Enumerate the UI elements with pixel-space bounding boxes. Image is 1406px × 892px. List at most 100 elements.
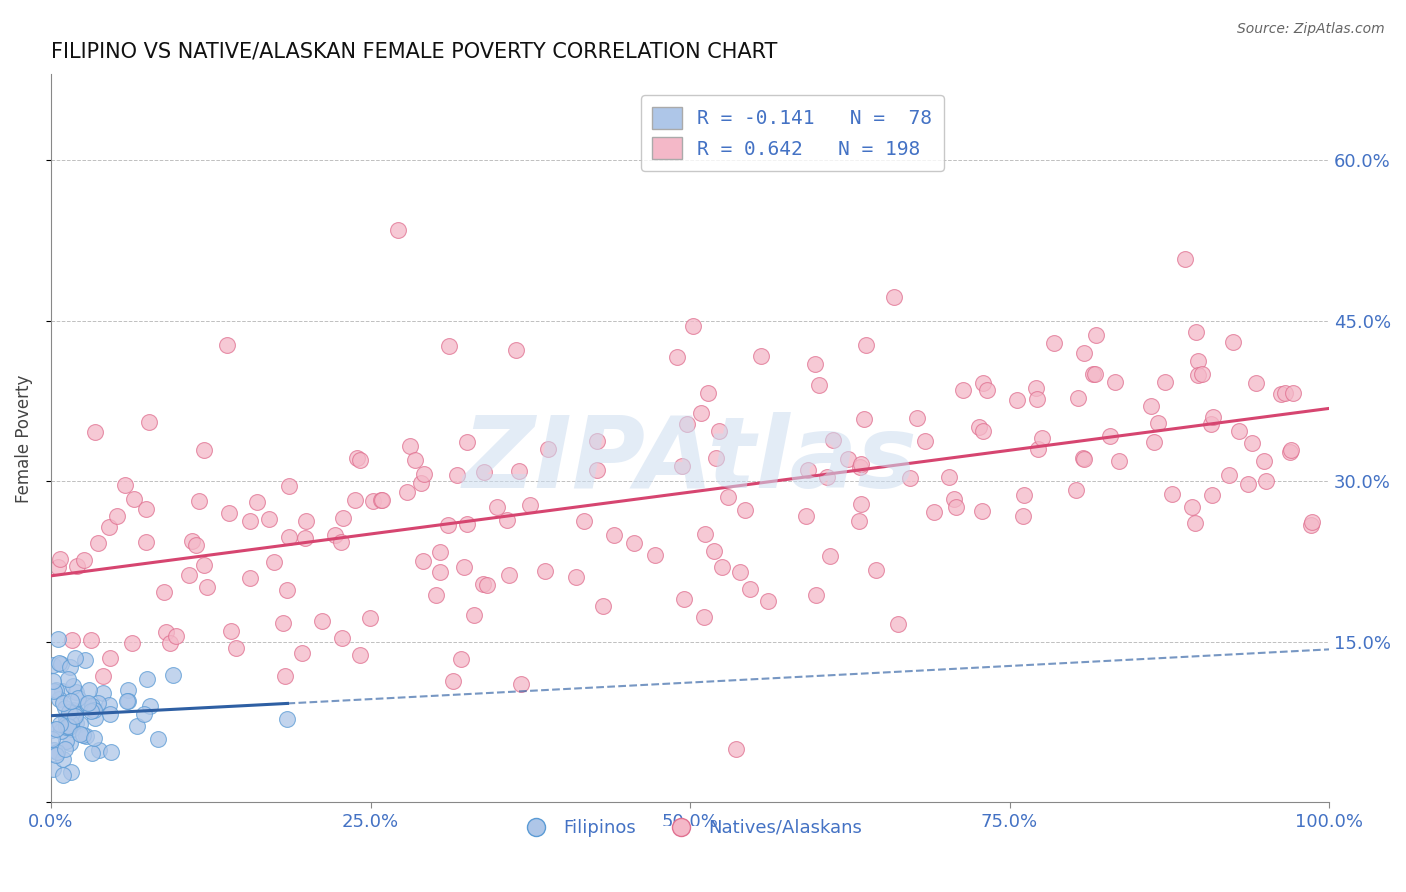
Point [1012,509,1035,524]
Point [1073,451,1095,466]
Point [450,652,472,666]
Point [58,720,80,734]
Point [707,424,730,438]
Point [749,349,772,363]
Point [278,478,301,492]
Point [184,538,207,552]
Point [537,442,560,456]
Point [56,672,79,686]
Point [69,717,91,731]
Point [239,571,262,585]
Point [817,470,839,484]
Point [97,520,120,534]
Point [1184,516,1206,530]
Point [475,578,498,592]
Point [62,679,84,693]
Point [472,465,495,479]
Point [848,514,870,528]
Point [1222,334,1244,349]
Point [1043,335,1066,350]
Point [1161,487,1184,501]
Point [1181,500,1204,514]
Point [804,357,827,371]
Point [672,592,695,607]
Point [671,458,693,473]
Point [122,491,145,506]
Point [225,640,247,655]
Point [412,553,434,567]
Point [1025,392,1047,406]
Point [938,470,960,484]
Point [132,706,155,721]
Point [53,741,76,756]
Point [42,658,65,673]
Point [804,588,827,602]
Point [429,545,451,559]
Point [849,497,872,511]
Point [349,452,371,467]
Point [1099,428,1122,442]
Point [883,290,905,304]
Point [65,685,87,699]
Point [45,722,67,736]
Point [1254,474,1277,488]
Point [703,543,725,558]
Point [65,715,87,730]
Point [55,721,77,735]
Point [91,686,114,700]
Point [60,632,83,647]
Point [1143,434,1166,449]
Point [1299,518,1322,533]
Point [138,415,160,429]
Point [59,694,82,708]
Point [66,558,89,573]
Point [1218,467,1240,482]
Point [446,468,468,483]
Point [323,528,346,542]
Point [46,745,69,759]
Point [58,706,80,720]
Point [105,508,128,523]
Point [295,514,318,528]
Point [371,492,394,507]
Point [46,560,69,574]
Point [396,484,419,499]
Point [63,707,86,722]
Point [60,708,83,723]
Point [592,599,614,613]
Point [586,463,609,477]
Point [76,698,98,712]
Point [49,657,72,671]
Text: Source: ZipAtlas.com: Source: ZipAtlas.com [1237,22,1385,37]
Point [1244,376,1267,391]
Point [697,385,720,400]
Point [98,707,121,722]
Point [62,703,84,717]
Point [534,564,557,578]
Point [188,493,211,508]
Point [1282,385,1305,400]
Point [51,723,73,738]
Point [644,548,666,562]
Point [59,736,82,750]
Point [976,383,998,397]
Point [849,457,872,471]
Point [100,745,122,759]
Point [56,718,79,732]
Point [505,343,527,357]
Point [135,534,157,549]
Point [41,731,63,746]
Point [98,698,121,712]
Point [818,549,841,563]
Point [1153,375,1175,389]
Point [1187,368,1209,382]
Point [193,442,215,457]
Point [1026,442,1049,457]
Point [60,765,83,780]
Point [45,683,67,698]
Point [125,719,148,733]
Point [359,611,381,625]
Point [1187,354,1209,368]
Point [456,434,478,449]
Point [887,617,910,632]
